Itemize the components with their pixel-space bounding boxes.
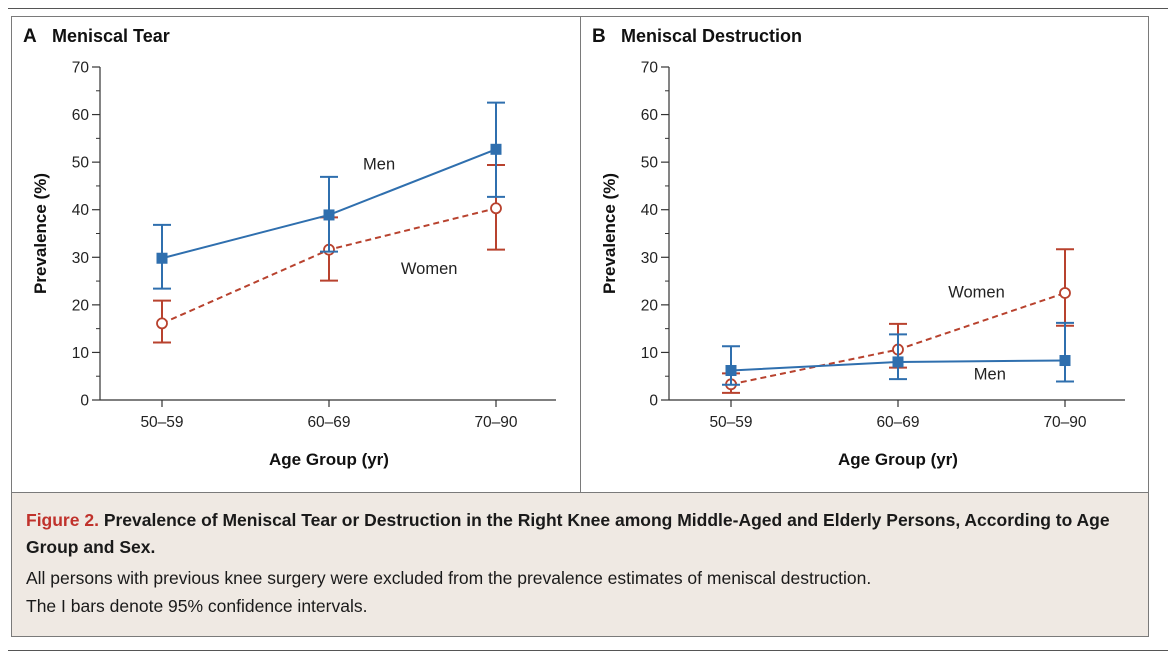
men-data-point [1059, 355, 1071, 367]
y-tick-label: 0 [80, 393, 89, 410]
x-tick-label: 70–90 [474, 414, 517, 431]
x-tick-label: 50–59 [709, 414, 752, 431]
chart-panel-b: B Meniscal Destruction 0 10 20 30 40 50 60 70 50–5… [592, 26, 1125, 469]
panel-letter: A [23, 26, 37, 47]
y-tick-label: 70 [641, 60, 659, 77]
caption-title-text: Prevalence of Meniscal Tear or Destructi… [26, 510, 1110, 557]
y-tick-label: 20 [72, 297, 90, 314]
bottom-rule [8, 650, 1168, 651]
caption-body: All persons with previous knee surgery w… [26, 564, 1134, 620]
men-data-point [156, 252, 168, 264]
x-tick-label: 70–90 [1043, 414, 1086, 431]
men-data-point [725, 365, 737, 377]
y-axis-label: Prevalence (%) [31, 173, 50, 294]
series-annotation: Men [974, 366, 1006, 384]
series-annotation: Women [948, 284, 1005, 302]
x-tick-label: 50–59 [140, 414, 183, 431]
panel-letter: B [592, 26, 606, 47]
men-data-point [323, 209, 335, 221]
y-tick-label: 0 [649, 393, 658, 410]
y-tick-label: 50 [72, 155, 90, 172]
caption-title: Figure 2. Prevalence of Meniscal Tear or… [26, 507, 1134, 561]
x-axis-label: Age Group (yr) [269, 450, 389, 469]
caption-line-1: All persons with previous knee surgery w… [26, 568, 872, 588]
x-tick-label: 60–69 [307, 414, 350, 431]
women-data-point [1059, 287, 1071, 299]
top-rule [8, 8, 1168, 9]
y-tick-label: 10 [641, 345, 659, 362]
y-tick-label: 40 [72, 202, 90, 219]
y-tick-label: 30 [641, 250, 659, 267]
series-annotation: Men [363, 155, 395, 173]
x-tick-label: 60–69 [876, 414, 919, 431]
y-tick-label: 70 [72, 60, 90, 77]
men-data-point [892, 356, 904, 368]
y-axis-label: Prevalence (%) [600, 173, 619, 294]
y-tick-label: 20 [641, 297, 659, 314]
x-axis-label: Age Group (yr) [838, 450, 958, 469]
women-data-point [156, 317, 168, 330]
caption-line-2: The I bars denote 95% confidence interva… [26, 596, 368, 616]
series-annotation: Women [401, 260, 458, 278]
caption-label: Figure 2. [26, 510, 99, 530]
y-tick-label: 10 [72, 345, 90, 362]
y-tick-label: 40 [641, 202, 659, 219]
panel-title: Meniscal Tear [52, 26, 170, 46]
women-data-point [490, 202, 502, 215]
panel-divider [580, 16, 581, 492]
y-tick-label: 60 [641, 107, 659, 124]
y-tick-label: 60 [72, 107, 90, 124]
figure-caption: Figure 2. Prevalence of Meniscal Tear or… [11, 492, 1149, 637]
y-tick-label: 50 [641, 155, 659, 172]
panel-title: Meniscal Destruction [621, 26, 802, 46]
men-data-point [490, 143, 502, 155]
chart-panel-a: A Meniscal Tear 0 10 20 30 40 50 60 70 50–59 60–69 7… [23, 26, 556, 469]
y-tick-label: 30 [72, 250, 90, 267]
